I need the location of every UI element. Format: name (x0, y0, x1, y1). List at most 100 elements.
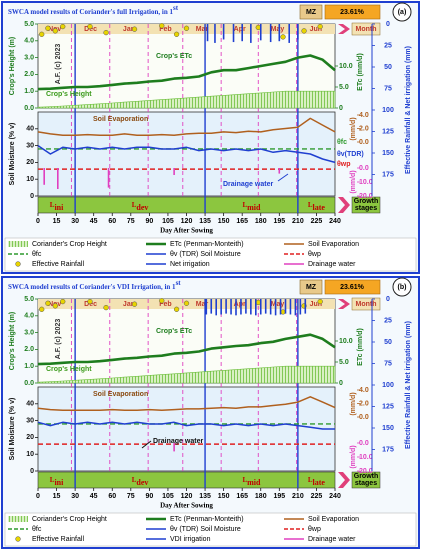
sm-tick-label: 30 (26, 417, 34, 424)
month-badge: Month (356, 301, 377, 308)
legend-bg (4, 237, 417, 272)
x-tick-label: 0 (36, 493, 40, 500)
note-fc: θfc (337, 139, 347, 146)
x-tick-label: 105 (162, 218, 174, 225)
rain-dot (103, 29, 109, 36)
rain-tick-label: 175 (382, 446, 394, 453)
height-tick-label: 1.0 (24, 88, 34, 95)
panel-tag: (b) (398, 284, 407, 291)
ev-axis-label: (mm/d) (350, 392, 357, 415)
legend-swatch (8, 516, 28, 522)
note-v: θv(TDR) (337, 151, 364, 158)
share: 23.61% (340, 284, 365, 291)
stage-main: L (308, 201, 313, 209)
stage-label: Ldev (132, 476, 149, 487)
month-badge-box (351, 22, 381, 36)
etc-tick-label: 5.0 (339, 84, 349, 91)
series-line (37, 333, 336, 366)
month-label: Dec (84, 26, 97, 33)
rain-dot (87, 298, 93, 305)
rain-tick-label: 75 (384, 85, 392, 92)
rain-tick-label: 150 (382, 425, 394, 432)
x-tick-label: 150 (218, 218, 230, 225)
dr-axis-label: (mm/d) (350, 445, 357, 468)
stage-sub: mid (247, 203, 261, 212)
dr-tick-label: 20.0 (359, 193, 373, 200)
legend-label: θv (TDR) Soil Moisture (170, 251, 241, 258)
x-axis-label: Day After Sowing (160, 502, 213, 510)
x-tick-label: 105 (162, 493, 174, 500)
note-etc: Crop's ETc (156, 328, 192, 335)
stage-sub: late (313, 478, 326, 487)
stage-sub: late (313, 203, 326, 212)
x-tick-label: 210 (292, 493, 304, 500)
month-label: Jan (123, 26, 135, 33)
rain-dot (183, 25, 190, 31)
x-axis-label: Day After Sowing (160, 227, 213, 235)
x-tick-label: 30 (71, 218, 79, 225)
title-sup: st (176, 279, 182, 287)
month-label: Feb (159, 301, 171, 308)
x-tick-label: 165 (236, 218, 248, 225)
title-text: SWCA model results of Coriander's VDI Ir… (8, 283, 176, 291)
lower-plot-bg (37, 386, 336, 472)
sm-axis-label: Soil Moisture (% v) (9, 398, 16, 461)
sm-tick-label: 40 (26, 401, 34, 408)
rain-dot (159, 23, 165, 29)
zone-box (299, 4, 323, 20)
rain-dot (45, 25, 51, 31)
rain-tick-label: 25 (384, 317, 392, 324)
height-tick-label: 2.0 (24, 346, 34, 353)
month-arrow (338, 24, 350, 34)
month-label: Mar (196, 301, 209, 308)
note-ev: Soil Evaporation (93, 116, 148, 123)
month-label: Jan (123, 301, 135, 308)
legend-label: VDI irrigation (170, 536, 211, 543)
note-drain: Drainage water (153, 438, 203, 445)
legend-bg (4, 512, 417, 547)
legend-label: Net irrigation (170, 261, 210, 268)
stage-sub: ini (54, 203, 64, 212)
x-tick-label: 165 (236, 493, 248, 500)
rain-dot (183, 300, 190, 306)
panel-title: SWCA model results of Coriander's full I… (8, 4, 179, 16)
dr-axis-label: (mm/d) (350, 170, 357, 193)
x-tick-label: 195 (273, 493, 285, 500)
etc-axis-label: ETc (mm/d) (357, 328, 364, 366)
legend-swatch (15, 536, 21, 542)
x-tick-label: 75 (127, 218, 135, 225)
legend-label: θwp (308, 251, 321, 258)
legend-label: ETc (Penman-Monteith) (170, 516, 244, 523)
rain-tick-label: 50 (384, 339, 392, 346)
stage-label: Llate (308, 476, 326, 487)
note-wp: θwp (337, 161, 351, 168)
stage-badge: Growth (354, 198, 379, 205)
note-arrow (141, 440, 152, 449)
month-badge-box (351, 297, 381, 311)
legend-label: ETc (Penman-Monteith) (170, 241, 244, 248)
dr-tick-label: 0.0 (359, 165, 369, 172)
note-etc: Crop's ETc (156, 53, 192, 60)
stage-main: L (308, 476, 313, 484)
height-tick-label: 5.0 (24, 21, 34, 28)
share-box (324, 4, 381, 20)
x-tick-label: 195 (273, 218, 285, 225)
ev-tick-label: 4.0 (359, 387, 369, 394)
x-tick-label: 0 (36, 218, 40, 225)
zone: MZ (306, 284, 317, 291)
legend-label: Soil Evaporation (308, 241, 359, 248)
legend-label: θv (TDR) Soil Moisture (170, 526, 241, 533)
sm-tick-label: 40 (26, 126, 34, 133)
x-tick-label: 120 (181, 493, 193, 500)
dr-tick-label: 10.0 (359, 179, 373, 186)
legend-label: θfc (32, 251, 42, 258)
x-tick-label: 180 (255, 218, 267, 225)
share: 23.61% (340, 9, 365, 16)
month-label: Mar (196, 26, 209, 33)
height-tick-label: 2.0 (24, 71, 34, 78)
stage-label: Lini (50, 476, 64, 487)
month-label: May (271, 26, 285, 33)
sm-tick-label: 10 (26, 451, 34, 458)
dr-tick-label: 20.0 (359, 468, 373, 475)
